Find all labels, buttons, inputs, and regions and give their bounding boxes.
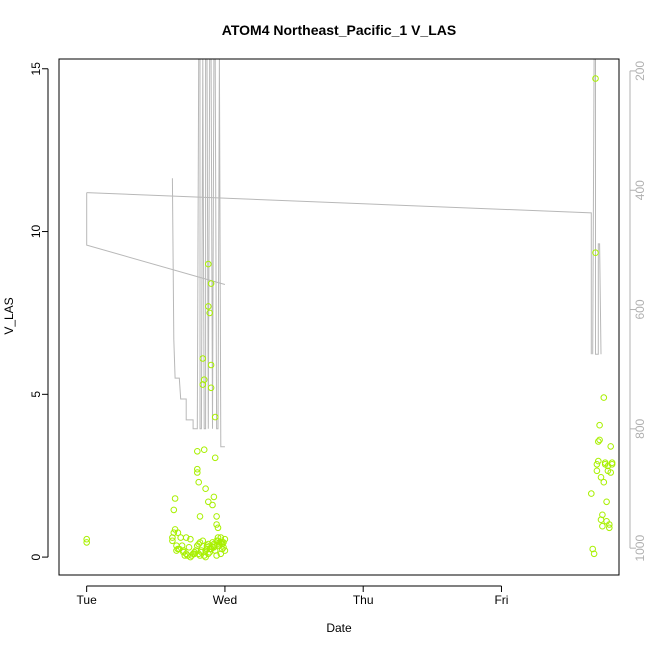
data-point bbox=[209, 501, 216, 509]
data-point bbox=[200, 376, 208, 384]
data-point bbox=[607, 469, 615, 476]
data-point bbox=[593, 467, 601, 475]
data-point bbox=[199, 537, 207, 545]
y2-tick-label: 400 bbox=[633, 180, 647, 200]
x-tick-label: Fri bbox=[494, 593, 508, 607]
data-point bbox=[211, 413, 219, 421]
data-point bbox=[205, 498, 212, 506]
data-point bbox=[207, 361, 215, 369]
y-tick-label: 5 bbox=[29, 391, 43, 398]
data-point bbox=[606, 524, 613, 532]
data-point bbox=[596, 421, 603, 429]
y-tick-label: 10 bbox=[29, 225, 43, 239]
plot-frame bbox=[58, 58, 620, 576]
data-point bbox=[600, 394, 608, 401]
data-point bbox=[599, 511, 606, 519]
y-tick-label: 15 bbox=[29, 62, 43, 76]
data-point bbox=[214, 534, 222, 541]
data-point bbox=[83, 539, 90, 546]
data-point bbox=[608, 459, 616, 467]
y2-tick-label: 600 bbox=[633, 299, 647, 319]
data-point bbox=[169, 537, 176, 545]
chart-title: ATOM4 Northeast_Pacific_1 V_LAS bbox=[222, 22, 456, 38]
data-point bbox=[590, 550, 598, 558]
y2-tick-label: 200 bbox=[633, 61, 647, 81]
data-point bbox=[596, 436, 603, 444]
data-point bbox=[220, 544, 227, 551]
y-axis-label: V_LAS bbox=[2, 297, 16, 334]
data-point bbox=[180, 548, 187, 556]
data-point bbox=[170, 529, 178, 537]
data-point bbox=[207, 384, 215, 392]
series-line-2 bbox=[86, 192, 592, 355]
y-tick-label: 0 bbox=[29, 553, 43, 560]
y2-tick-label: 1000 bbox=[633, 535, 647, 562]
data-point bbox=[597, 474, 605, 481]
x-axis-label: Date bbox=[326, 621, 352, 635]
data-point bbox=[185, 544, 193, 551]
data-point bbox=[595, 457, 602, 465]
data-point bbox=[600, 478, 608, 486]
data-point bbox=[220, 539, 227, 546]
data-point bbox=[218, 540, 226, 548]
series-lines bbox=[86, 58, 602, 448]
data-point bbox=[214, 524, 222, 532]
series-points bbox=[83, 75, 616, 561]
data-point bbox=[595, 438, 602, 445]
data-point bbox=[592, 249, 599, 256]
data-point bbox=[170, 506, 178, 514]
data-point bbox=[218, 545, 226, 553]
data-point bbox=[205, 260, 212, 268]
data-point bbox=[213, 521, 220, 528]
data-point bbox=[196, 513, 204, 520]
y2-tick-label: 800 bbox=[633, 418, 647, 438]
data-point bbox=[604, 462, 612, 470]
axes: Tue Wed Thu Fri 0 5 10 15 200 400 600 800 1000 bbox=[29, 61, 647, 607]
data-point bbox=[195, 540, 202, 548]
data-point bbox=[171, 495, 179, 502]
data-point bbox=[593, 461, 601, 468]
data-point bbox=[216, 540, 223, 548]
series-line-4 bbox=[592, 58, 602, 355]
data-point bbox=[200, 446, 208, 454]
data-point bbox=[195, 478, 202, 486]
data-point bbox=[588, 490, 595, 497]
data-point bbox=[206, 309, 213, 317]
data-point bbox=[202, 485, 209, 493]
data-point bbox=[194, 469, 201, 476]
data-point bbox=[83, 535, 90, 543]
data-point bbox=[592, 75, 599, 82]
data-point bbox=[199, 355, 207, 362]
data-point bbox=[194, 448, 201, 455]
data-point bbox=[221, 535, 229, 543]
data-point bbox=[187, 535, 194, 543]
data-point bbox=[182, 534, 190, 541]
data-point bbox=[213, 552, 220, 559]
data-point bbox=[177, 534, 184, 541]
series-line-1 bbox=[86, 192, 226, 285]
data-point bbox=[207, 280, 215, 287]
series-line-3 bbox=[171, 58, 225, 448]
x-tick-label: Thu bbox=[353, 593, 374, 607]
x-tick-label: Wed bbox=[213, 593, 237, 607]
data-point bbox=[171, 526, 179, 533]
data-point bbox=[606, 521, 613, 528]
data-point bbox=[173, 547, 180, 554]
x-tick-label: Tue bbox=[77, 593, 98, 607]
data-point bbox=[607, 443, 615, 450]
data-point bbox=[205, 303, 212, 310]
data-point bbox=[174, 545, 182, 553]
data-point bbox=[210, 493, 218, 501]
data-point bbox=[603, 498, 610, 506]
data-point bbox=[213, 513, 220, 520]
data-point bbox=[194, 465, 201, 473]
data-point bbox=[191, 550, 198, 558]
data-point bbox=[599, 522, 606, 530]
data-point bbox=[211, 454, 219, 462]
